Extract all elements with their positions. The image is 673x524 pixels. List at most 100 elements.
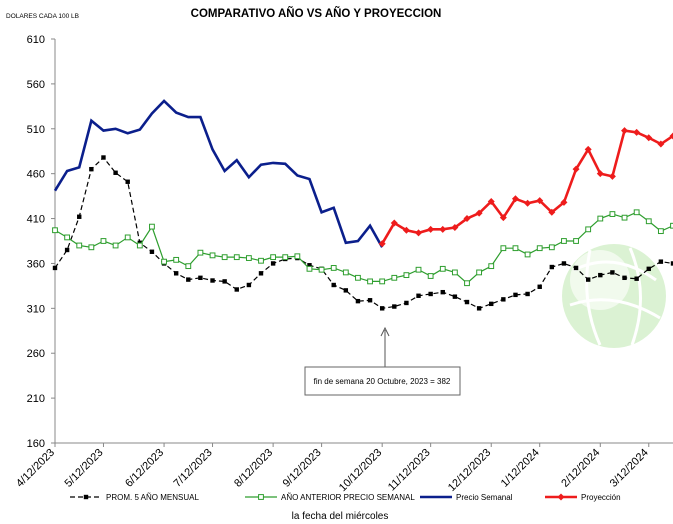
point bbox=[633, 209, 640, 216]
x-tick-label: 8/12/2023 bbox=[232, 447, 275, 490]
point bbox=[149, 249, 155, 254]
point bbox=[330, 265, 337, 271]
y-tick-label: 460 bbox=[27, 169, 45, 181]
point bbox=[404, 300, 409, 306]
point bbox=[488, 263, 495, 270]
point bbox=[258, 257, 264, 264]
point bbox=[64, 247, 70, 253]
point bbox=[136, 242, 143, 249]
point bbox=[476, 269, 483, 276]
point bbox=[633, 128, 641, 136]
point bbox=[52, 227, 58, 234]
point bbox=[318, 266, 325, 273]
point bbox=[511, 195, 519, 203]
point bbox=[669, 132, 673, 140]
point bbox=[125, 179, 130, 184]
point bbox=[342, 269, 349, 276]
point bbox=[463, 215, 471, 223]
x-tick-label: 4/12/2023 bbox=[14, 447, 57, 490]
x-axis-label: la fecha del miércoles bbox=[292, 511, 389, 522]
point bbox=[572, 165, 580, 173]
point bbox=[634, 276, 639, 281]
point bbox=[100, 238, 107, 244]
point bbox=[451, 224, 459, 232]
point bbox=[198, 275, 203, 281]
series-line bbox=[381, 129, 673, 245]
point bbox=[499, 214, 507, 222]
x-tick-label: 2/12/2024 bbox=[559, 447, 602, 490]
point bbox=[646, 266, 651, 272]
point bbox=[585, 277, 591, 282]
point bbox=[270, 254, 277, 261]
y-tick-label: 560 bbox=[27, 79, 45, 91]
y-tick-label: 310 bbox=[27, 303, 45, 315]
point bbox=[439, 225, 447, 233]
point bbox=[77, 214, 82, 219]
point bbox=[307, 263, 312, 268]
point bbox=[548, 208, 556, 216]
point bbox=[645, 218, 652, 225]
y-tick-label: 260 bbox=[27, 348, 45, 360]
point bbox=[476, 306, 482, 311]
point bbox=[415, 229, 423, 237]
point bbox=[596, 170, 604, 178]
y-tick-label: 160 bbox=[27, 438, 45, 450]
point bbox=[670, 261, 673, 266]
legend-item: Precio Semanal bbox=[420, 493, 513, 502]
y-tick-label: 360 bbox=[27, 258, 45, 270]
legend-item: AÑO ANTERIOR PRECIO SEMANAL bbox=[245, 493, 415, 502]
point bbox=[209, 252, 216, 259]
point bbox=[101, 155, 106, 160]
legend-item: Proyección bbox=[545, 493, 621, 502]
chart-title: COMPARATIVO AÑO VS AÑO Y PROYECCION bbox=[191, 7, 442, 20]
point bbox=[416, 293, 421, 298]
point bbox=[112, 242, 119, 249]
point bbox=[379, 278, 386, 285]
point bbox=[391, 274, 398, 281]
point bbox=[621, 214, 628, 221]
annotation: fin de semana 20 Octubre, 2023 = 382 bbox=[314, 377, 451, 386]
point bbox=[392, 304, 397, 309]
y-tick-label: 410 bbox=[27, 214, 45, 226]
point bbox=[464, 280, 470, 287]
point bbox=[428, 291, 433, 297]
point bbox=[89, 166, 94, 172]
point bbox=[464, 299, 470, 305]
point bbox=[258, 494, 264, 500]
point bbox=[561, 261, 567, 266]
point bbox=[440, 289, 445, 295]
y-tick-label: 510 bbox=[27, 124, 45, 136]
point bbox=[210, 278, 215, 283]
point bbox=[561, 238, 567, 244]
x-tick-label: 5/12/2023 bbox=[63, 447, 106, 490]
point bbox=[597, 215, 604, 222]
point bbox=[557, 493, 565, 501]
point bbox=[608, 172, 616, 180]
point bbox=[52, 265, 58, 271]
point bbox=[306, 265, 313, 272]
point bbox=[197, 249, 204, 256]
point bbox=[536, 197, 544, 205]
point bbox=[245, 255, 252, 261]
point bbox=[415, 266, 422, 273]
point bbox=[512, 245, 519, 252]
x-tick-label: 3/12/2024 bbox=[608, 447, 651, 490]
y-tick-label: 210 bbox=[27, 393, 45, 405]
point bbox=[475, 209, 483, 217]
y-axis-label: DOLARES CADA 100 LB bbox=[6, 13, 79, 20]
point bbox=[233, 254, 240, 261]
point bbox=[452, 294, 458, 299]
x-tick-label: 7/12/2023 bbox=[172, 447, 215, 490]
point bbox=[610, 270, 615, 275]
y-tick-label: 610 bbox=[27, 34, 45, 46]
point bbox=[489, 301, 494, 307]
x-tick-label: 11/12/2023 bbox=[386, 447, 433, 494]
legend-item: PROM. 5 AÑO MENSUAL bbox=[70, 493, 199, 502]
point bbox=[124, 234, 131, 241]
point bbox=[173, 271, 179, 276]
point bbox=[513, 292, 518, 298]
series-line bbox=[54, 211, 673, 284]
point bbox=[427, 273, 434, 279]
point bbox=[270, 261, 276, 266]
point bbox=[537, 284, 542, 289]
